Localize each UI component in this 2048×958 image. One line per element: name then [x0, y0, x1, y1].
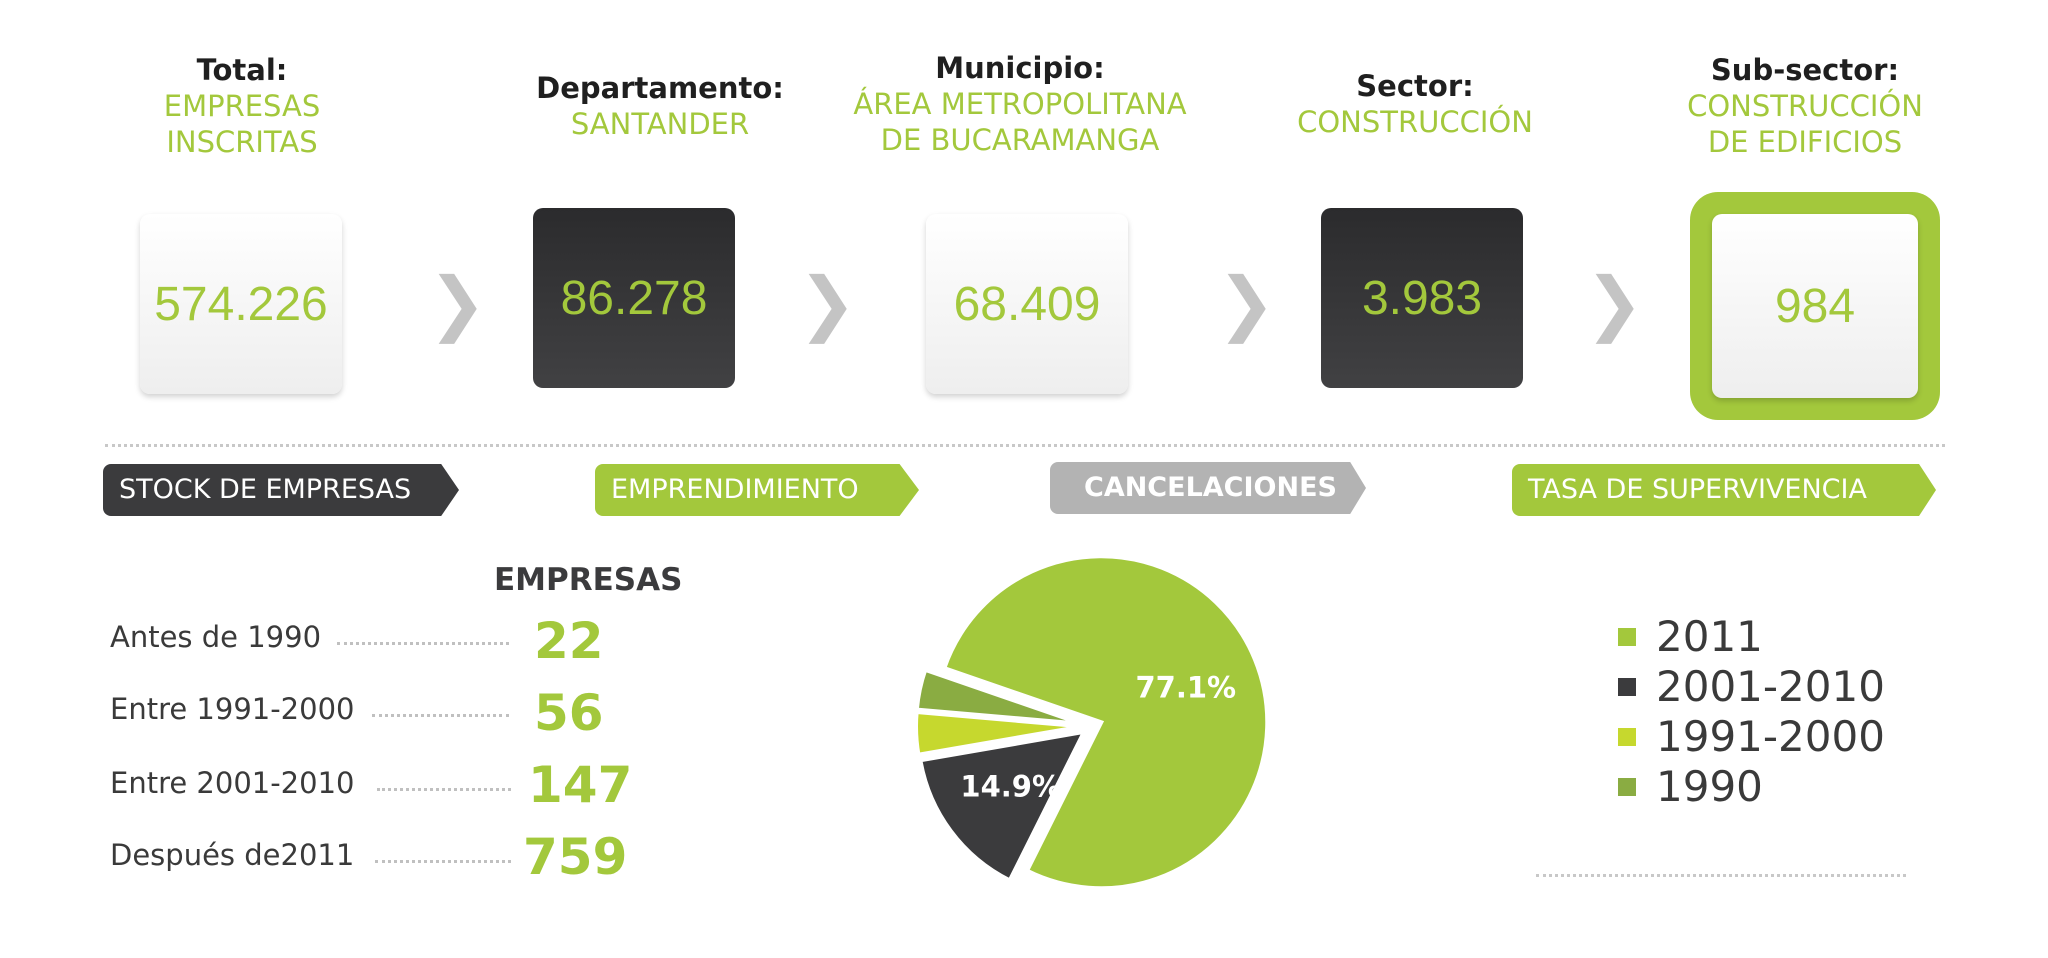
subsector-count: 984 — [1774, 279, 1856, 333]
pie-label-2011: 77.1% — [1135, 671, 1236, 705]
legend-label: 1990 — [1656, 762, 1763, 811]
municipio-count-box[interactable]: 68.409 — [926, 214, 1128, 394]
legend-label: 1991-2000 — [1656, 712, 1885, 761]
filter-subsector-value-2: DE EDIFICIOS — [1707, 125, 1903, 159]
table-row-label: Entre 1991-2000 — [110, 692, 355, 726]
chevron-right-icon: ❯ — [1585, 262, 1644, 344]
legend-label: 2001-2010 — [1656, 662, 1885, 711]
table-row-value: 147 — [528, 756, 633, 814]
chevron-right-icon: ❯ — [798, 262, 857, 344]
subsector-count-box: 984 — [1712, 214, 1918, 398]
departamento-count: 86.278 — [560, 271, 708, 325]
filter-total-value-2: INSCRITAS — [166, 125, 318, 159]
filter-municipio: Municipio: ÁREA METROPOLITANA DE BUCARAM… — [850, 50, 1190, 158]
row-leader-dots — [375, 860, 511, 863]
sector-count-box[interactable]: 3.983 — [1321, 208, 1523, 388]
pie-label-2001-2010: 14.9% — [960, 769, 1061, 803]
tab-tasa-de-supervivencia[interactable]: TASA DE SUPERVIVENCIA — [1512, 464, 1936, 516]
legend-swatch-1990 — [1618, 778, 1636, 796]
table-row-value: 759 — [523, 828, 628, 886]
pie-slice-1991-2000 — [914, 709, 1083, 757]
section-divider — [105, 444, 1945, 447]
filter-municipio-value-1: ÁREA METROPOLITANA — [853, 87, 1187, 121]
table-row-label: Después de2011 — [110, 838, 355, 872]
filter-sector-label: Sector: — [1356, 69, 1474, 103]
row-leader-dots — [337, 642, 509, 645]
chevron-right-icon: ❯ — [1217, 262, 1276, 344]
filter-total-label: Total: — [196, 53, 288, 87]
filter-subsector: Sub-sector: CONSTRUCCIÓN DE EDIFICIOS — [1675, 52, 1935, 160]
filter-subsector-value-1: CONSTRUCCIÓN — [1687, 89, 1923, 123]
pie-slice-1990 — [914, 667, 1083, 726]
subsector-count-frame[interactable]: 984 — [1690, 192, 1940, 420]
filter-total: Total: EMPRESAS INSCRITAS — [112, 52, 372, 160]
departamento-count-box[interactable]: 86.278 — [533, 208, 735, 388]
tab-stock-label: STOCK DE EMPRESAS — [119, 474, 412, 505]
filter-departamento-value: SANTANDER — [570, 107, 750, 141]
sector-count: 3.983 — [1361, 271, 1483, 325]
filter-municipio-label: Municipio: — [935, 51, 1105, 85]
tab-tasa-label: TASA DE SUPERVIVENCIA — [1528, 474, 1867, 505]
table-row-label: Antes de 1990 — [110, 620, 322, 654]
pie-slice-2011 — [941, 554, 1270, 891]
filter-municipio-value-2: DE BUCARAMANGA — [880, 123, 1160, 157]
tab-emprendimiento-label: EMPRENDIMIENTO — [611, 474, 859, 505]
tab-cancelaciones[interactable]: CANCELACIONES — [1050, 462, 1366, 514]
legend-label: 2011 — [1656, 612, 1763, 661]
legend-divider — [1536, 874, 1906, 877]
table-row-label: Entre 2001-2010 — [110, 766, 355, 800]
municipio-count: 68.409 — [953, 277, 1101, 331]
tab-cancelaciones-label: CANCELACIONES — [1084, 472, 1337, 503]
tab-emprendimiento[interactable]: EMPRENDIMIENTO — [595, 464, 919, 516]
filter-departamento: Departamento: SANTANDER — [510, 70, 810, 142]
legend-swatch-1991-2000 — [1618, 728, 1636, 746]
table-row-value: 22 — [534, 612, 604, 670]
chevron-right-icon: ❯ — [428, 262, 487, 344]
filter-subsector-label: Sub-sector: — [1710, 53, 1900, 87]
filter-total-value-1: EMPRESAS — [163, 89, 321, 123]
row-leader-dots — [377, 788, 511, 791]
row-leader-dots — [372, 714, 509, 717]
filter-departamento-label: Departamento: — [536, 71, 784, 105]
tab-stock-de-empresas[interactable]: STOCK DE EMPRESAS — [103, 464, 459, 516]
filter-sector: Sector: CONSTRUCCIÓN — [1285, 68, 1545, 140]
filter-sector-value: CONSTRUCCIÓN — [1297, 105, 1533, 139]
legend-swatch-2011 — [1618, 628, 1636, 646]
total-count: 574.226 — [154, 277, 328, 331]
pie-slice-2001-2010 — [918, 729, 1088, 884]
legend-swatch-2001-2010 — [1618, 678, 1636, 696]
total-count-box[interactable]: 574.226 — [140, 214, 342, 394]
table-header: EMPRESAS — [494, 562, 683, 598]
table-row-value: 56 — [534, 684, 604, 742]
